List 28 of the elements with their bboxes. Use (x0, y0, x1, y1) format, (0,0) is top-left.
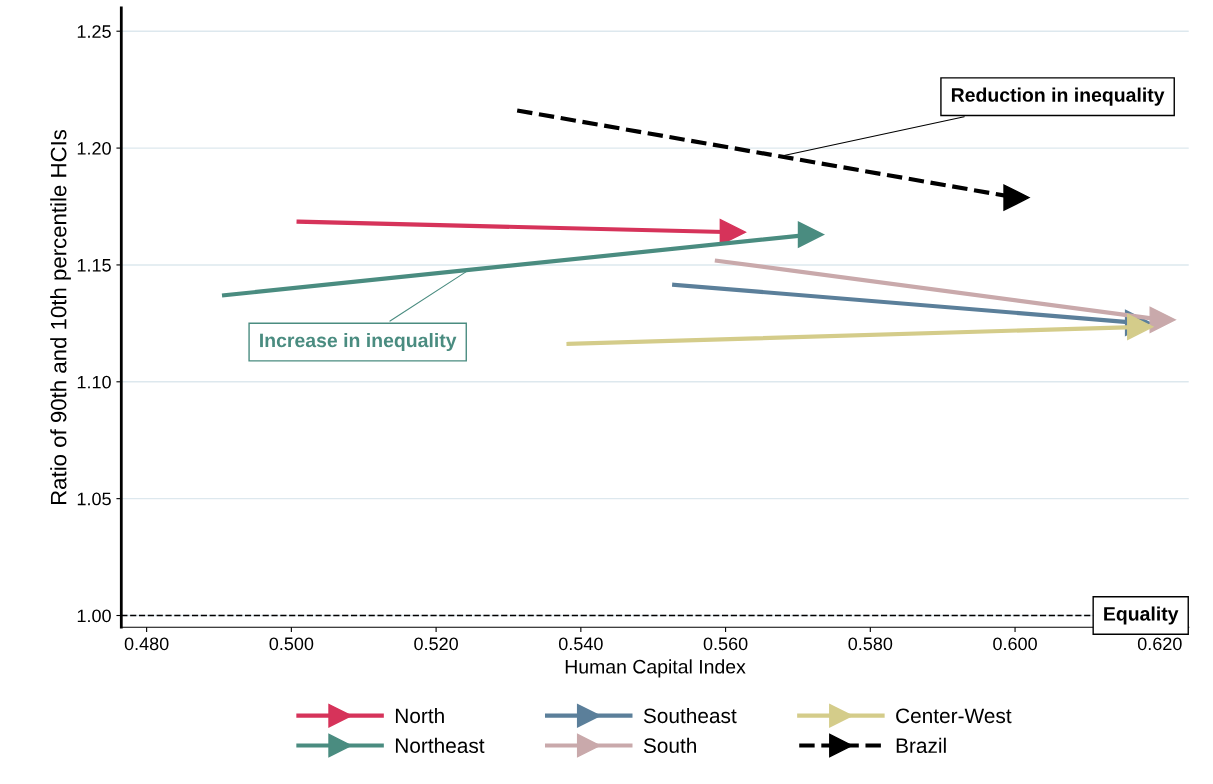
y-axis-title: Ratio of 90th and 10th percentile HCIs (50, 129, 71, 505)
y-tick-label: 1.05 (77, 492, 111, 506)
x-tick-label: 0.580 (848, 637, 893, 651)
legend-label: Southeast (643, 707, 737, 724)
y-tick-label: 1.20 (77, 142, 111, 155)
legend-label: Center-West (896, 708, 1012, 724)
x-tick-label: 0.480 (124, 637, 169, 651)
point (1003, 184, 1030, 211)
point (1149, 306, 1176, 334)
legend-label: Brazil (896, 737, 946, 754)
y-tick-label: 1.15 (77, 259, 111, 272)
x-tick-label: 0.620 (1137, 637, 1182, 651)
legend-label: Northeast (395, 737, 485, 754)
ref-line-label: Equality (1104, 606, 1179, 625)
y-tick-label: 1.10 (77, 375, 111, 389)
x-tick-label: 0.560 (703, 637, 748, 651)
x-tick-label: 0.500 (269, 637, 314, 651)
x-tick-label: 0.520 (414, 637, 458, 651)
annotation: Increase in inequality (260, 333, 457, 352)
y-tick-label: 1.00 (77, 609, 111, 623)
annotation: Reduction in inequality (951, 87, 1165, 106)
legend-label: North (395, 707, 444, 724)
x-tick-label: 0.540 (558, 637, 603, 651)
y-tick-label: 1.25 (77, 25, 111, 38)
x-tick-label: 0.600 (993, 637, 1037, 651)
legend-label: South (643, 737, 696, 754)
x-axis-title: Human Capital Index (565, 659, 746, 678)
point (797, 221, 825, 248)
